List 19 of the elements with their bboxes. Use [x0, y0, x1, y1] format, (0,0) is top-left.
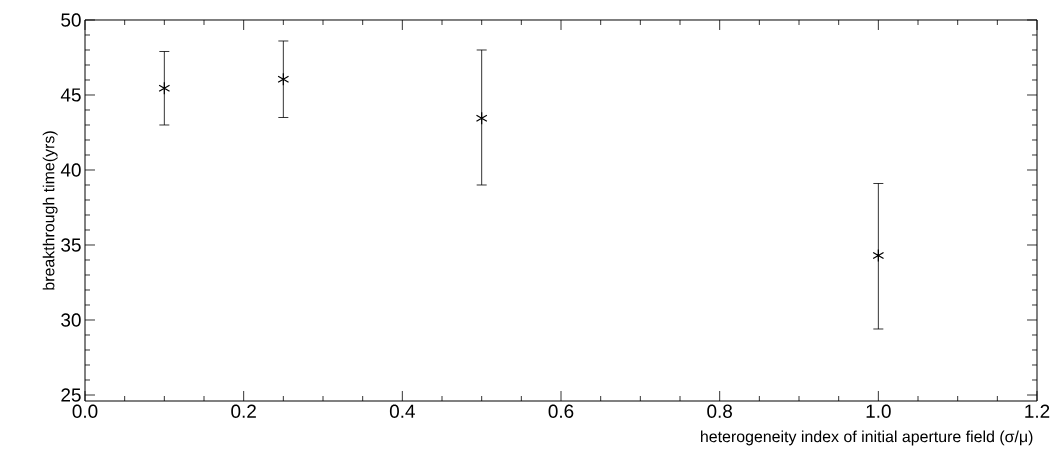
x-tick-label: 0.4: [389, 404, 415, 418]
point: [475, 111, 488, 125]
point: [872, 248, 885, 263]
y-tick-label: 30: [61, 313, 81, 327]
x-tick-label: 1.2: [1025, 404, 1050, 418]
x-tick-label: 0.2: [231, 404, 256, 418]
x-tick-label: 0.8: [707, 404, 733, 418]
x-axis-title: heterogeneity index of initial aperture field (σ/μ): [701, 430, 1033, 446]
point: [277, 72, 290, 86]
x-tick-label: 1.0: [866, 404, 891, 418]
y-tick-label: 35: [61, 238, 81, 252]
y-axis-title: breakthrough time(yrs): [42, 131, 58, 290]
y-tick-label: 45: [60, 88, 81, 102]
y-tick-label: 50: [61, 13, 81, 27]
x-tick-label: 0.0: [72, 404, 98, 418]
x-tick-label: 0.6: [548, 404, 574, 418]
point: [158, 81, 171, 95]
y-tick-label: 40: [60, 163, 81, 177]
y-tick-label: 25: [61, 388, 81, 402]
